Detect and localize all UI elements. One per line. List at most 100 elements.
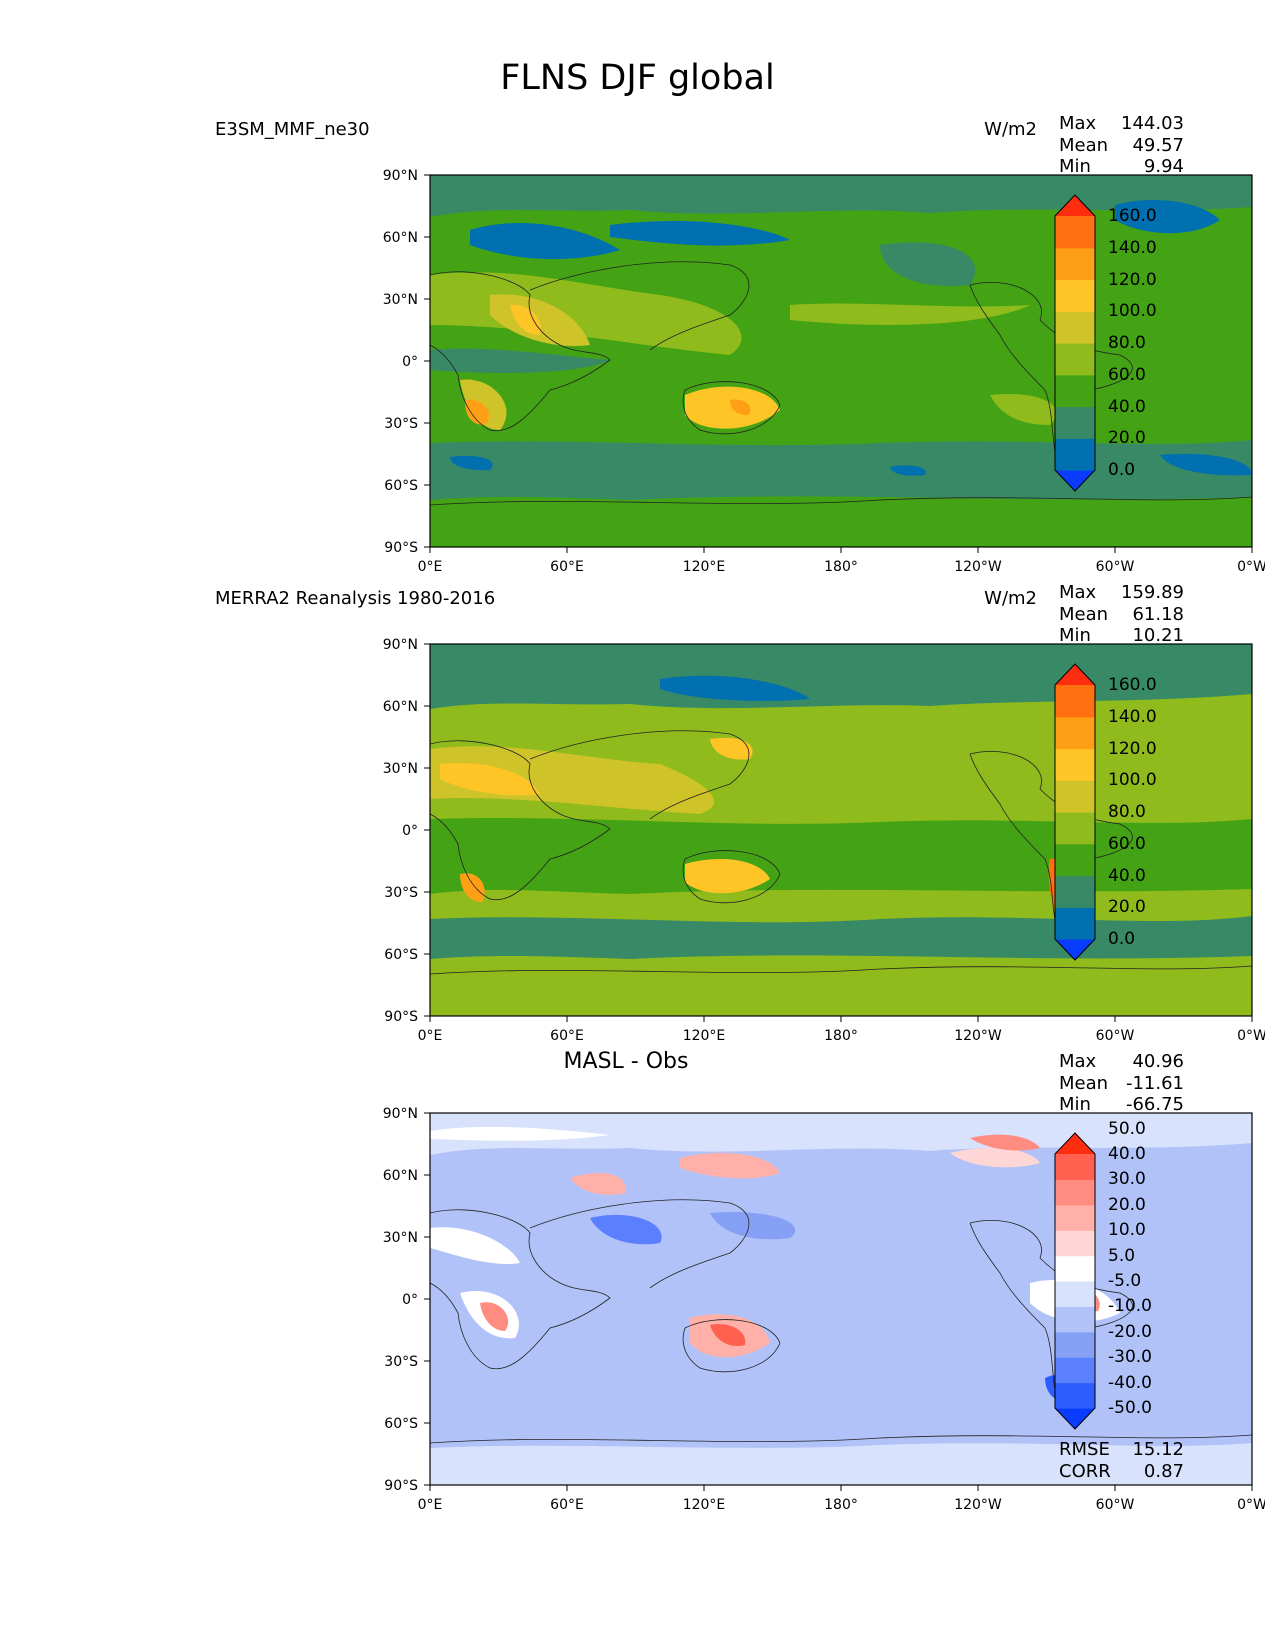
lat-tick-label: 90°N (383, 168, 418, 184)
antarctic-region (430, 966, 1252, 1016)
warm-region (430, 746, 715, 814)
colorbar-segment (1055, 470, 1095, 491)
mid-region (430, 817, 1252, 894)
lat-tick-label: 30°S (384, 1354, 418, 1370)
colorbar-segment (1055, 1382, 1095, 1409)
lon-tick-label: 180° (824, 1028, 858, 1044)
lon-tick-label: 0°E (418, 559, 443, 575)
map-obs: 90°N 60°N 30°N 0° 30°S 60°S 90°S 0° (215, 616, 1267, 1050)
southern-band (430, 916, 1252, 959)
colorbar-tick-label: 60.0 (1108, 833, 1146, 854)
colorbar-tick-label: 100.0 (1108, 301, 1157, 322)
positive-region (480, 1302, 509, 1331)
negative-region (710, 1212, 796, 1240)
map-diff: 90°N 60°N 30°N 0° 30°S 60°S 90°S 0° (215, 1085, 1267, 1519)
mean-value: 49.57 (1132, 134, 1184, 156)
hot-region (440, 763, 540, 796)
lon-tick-label: 0°W (1237, 1497, 1265, 1513)
arctic-band (430, 175, 1252, 217)
mean-label: Mean (1059, 603, 1109, 625)
min-value: 9.94 (1143, 156, 1184, 177)
max-label: Max (1059, 113, 1097, 134)
colorbar-segment (1055, 195, 1095, 216)
colorbar-tick-label: 30.0 (1108, 1169, 1146, 1190)
lat-tick-label: 60°S (384, 1416, 418, 1432)
lat-tick-label: 0° (402, 823, 418, 839)
low-region (660, 675, 810, 701)
panel-units: W/m2 (984, 119, 1037, 140)
colorbar-tick-label: 120.0 (1108, 269, 1157, 290)
coastline (682, 381, 781, 435)
colorbar-outline (1054, 194, 1096, 492)
colorbar-tick-label: 40.0 (1108, 396, 1146, 417)
colorbar-segment (1055, 438, 1095, 471)
coastline (429, 1434, 1253, 1444)
lat-axis: 90°N 60°N 30°N 0° 30°S 60°S 90°S (383, 1106, 430, 1494)
colorbar-tick-label: 0.0 (1108, 460, 1136, 480)
colorbar-segment (1055, 812, 1095, 845)
panel-title: MERRA2 Reanalysis 1980-2016 (215, 588, 496, 609)
colorbar-tick-label: 120.0 (1108, 738, 1157, 759)
colorbar-segment (1055, 216, 1095, 249)
lat-tick-label: 90°S (384, 540, 418, 556)
lat-tick-label: 30°S (384, 885, 418, 901)
min-value: -66.75 (1125, 1094, 1184, 1115)
low-region (1160, 453, 1252, 476)
low-region (890, 465, 926, 476)
hot-region (510, 304, 541, 335)
lat-tick-label: 30°N (383, 761, 418, 777)
low-region (1115, 200, 1220, 234)
max-value: 159.89 (1121, 582, 1184, 603)
colorbar-segment (1055, 247, 1095, 281)
stats-box: Max 40.96 Mean -11.61 Min -66.75 (1059, 1051, 1184, 1116)
colorbar-tick-label: 20.0 (1108, 1194, 1146, 1215)
panel-obs: MERRA2 Reanalysis 1980-2016 W/m2 Max 159.… (0, 582, 1275, 1050)
colorbar-tick-label: 20.0 (1108, 897, 1146, 918)
mean-value: -11.61 (1125, 1072, 1184, 1094)
colorbar-tick-label: 140.0 (1108, 706, 1157, 727)
rmse-value: 15.12 (1132, 1439, 1184, 1460)
mean-label: Mean (1059, 134, 1109, 156)
coastline (529, 730, 750, 820)
colorbar-tick-label: -20.0 (1108, 1321, 1152, 1342)
lat-tick-label: 30°N (383, 292, 418, 308)
negative-region (590, 1214, 662, 1245)
lon-tick-label: 60°E (550, 1497, 584, 1513)
coastline (429, 496, 1253, 506)
lon-tick-label: 120°W (954, 1497, 1002, 1513)
lon-tick-label: 120°E (683, 1497, 726, 1513)
colorbar-segment (1055, 907, 1095, 940)
colorbar-tick-label: 160.0 (1108, 206, 1157, 226)
stats-box: Max 144.03 Mean 49.57 Min 9.94 (1059, 113, 1184, 178)
low-region (450, 455, 493, 471)
positive-region (950, 1147, 1040, 1168)
panel-diff: MASL - Obs Max 40.96 Mean -11.61 Min -66.75 (0, 1051, 1275, 1519)
mid-region (880, 242, 976, 286)
figure-title: FLNS DJF global (500, 58, 775, 98)
southern-band (430, 440, 1252, 500)
colorbar-segment (1055, 716, 1095, 750)
map-svg: 90°N 60°N 30°N 0° 30°S 60°S 90°S 0° (383, 1106, 1267, 1513)
colorbar-segment (1055, 1204, 1095, 1231)
lat-tick-label: 60°S (384, 947, 418, 963)
lon-axis: 0°E 60°E 120°E 180° 120°W 60°W 0°W (418, 547, 1267, 575)
lon-tick-label: 120°E (683, 1028, 726, 1044)
colorbar-tick-label: 5.0 (1108, 1245, 1136, 1266)
colorbar-tick-label: -40.0 (1108, 1372, 1152, 1393)
hot-region (730, 399, 751, 415)
map-background (430, 1113, 1252, 1485)
lon-tick-label: 120°W (954, 1028, 1002, 1044)
low-region (470, 222, 620, 260)
colorbar-segment (1055, 1357, 1095, 1384)
panel-title: E3SM_MMF_ne30 (215, 119, 370, 140)
lon-axis: 0°E 60°E 120°E 180° 120°W 60°W 0°W (418, 1016, 1267, 1044)
lat-tick-label: 60°N (383, 699, 418, 715)
colorbar-outline (1054, 1132, 1096, 1430)
neutral-region (430, 1126, 610, 1141)
colorbar-tick-label: -50.0 (1108, 1398, 1152, 1418)
lat-tick-label: 90°S (384, 1009, 418, 1025)
lat-tick-label: 90°N (383, 637, 418, 653)
warm-region (790, 303, 1030, 325)
colorbar-tick-label: 40.0 (1108, 1144, 1146, 1164)
